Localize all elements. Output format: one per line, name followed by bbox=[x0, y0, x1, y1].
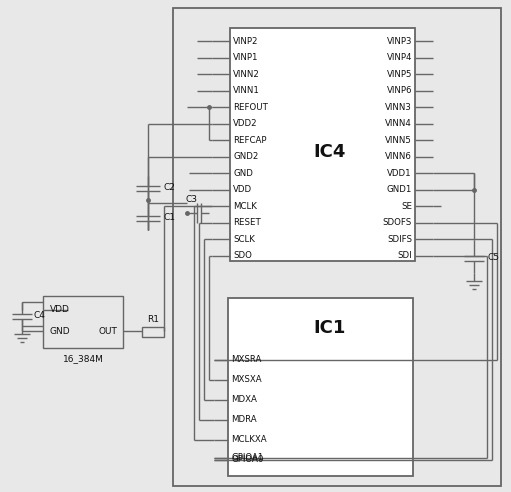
Text: MCLK: MCLK bbox=[233, 202, 257, 211]
Text: MCLKXA: MCLKXA bbox=[231, 435, 267, 444]
Text: VINN3: VINN3 bbox=[385, 103, 412, 112]
Text: MDRA: MDRA bbox=[231, 416, 257, 425]
Text: VINN6: VINN6 bbox=[385, 152, 412, 161]
Text: MXSXA: MXSXA bbox=[231, 375, 262, 385]
Bar bbox=[228, 298, 413, 476]
Text: RESET: RESET bbox=[233, 218, 261, 227]
Text: REFCAP: REFCAP bbox=[233, 136, 267, 145]
Text: VDD2: VDD2 bbox=[233, 119, 258, 128]
Text: VINN4: VINN4 bbox=[385, 119, 412, 128]
Text: IC1: IC1 bbox=[314, 319, 346, 337]
Text: OUT: OUT bbox=[98, 327, 117, 336]
Bar bbox=[173, 8, 501, 486]
Text: VINN5: VINN5 bbox=[385, 136, 412, 145]
Text: VINP4: VINP4 bbox=[386, 53, 412, 62]
Text: IC4: IC4 bbox=[314, 143, 346, 161]
Text: GND2: GND2 bbox=[233, 152, 259, 161]
Text: VINP2: VINP2 bbox=[233, 36, 259, 45]
Bar bbox=[230, 28, 415, 261]
Text: 16_384M: 16_384M bbox=[62, 355, 103, 364]
Text: GND: GND bbox=[50, 327, 71, 336]
Text: GPIOA0: GPIOA0 bbox=[231, 456, 263, 464]
Text: VINP1: VINP1 bbox=[233, 53, 259, 62]
Text: VINP6: VINP6 bbox=[386, 86, 412, 95]
Text: VDD: VDD bbox=[233, 185, 252, 194]
Text: GPIOA1: GPIOA1 bbox=[231, 454, 263, 462]
Text: GND1: GND1 bbox=[387, 185, 412, 194]
Text: VINP5: VINP5 bbox=[386, 69, 412, 79]
Text: GND: GND bbox=[233, 169, 253, 178]
Text: C2: C2 bbox=[163, 184, 175, 192]
Text: VINN1: VINN1 bbox=[233, 86, 260, 95]
Text: R1: R1 bbox=[147, 315, 159, 325]
Text: SDOFS: SDOFS bbox=[383, 218, 412, 227]
Text: MXSRA: MXSRA bbox=[231, 356, 261, 365]
Bar bbox=[142, 327, 164, 337]
Text: C3: C3 bbox=[185, 195, 197, 205]
Text: C4: C4 bbox=[34, 311, 46, 320]
Text: VINP3: VINP3 bbox=[386, 36, 412, 45]
Text: SDO: SDO bbox=[233, 251, 252, 260]
Text: SDIFS: SDIFS bbox=[387, 235, 412, 244]
Text: VDD1: VDD1 bbox=[387, 169, 412, 178]
Bar bbox=[43, 296, 123, 348]
Text: VINN2: VINN2 bbox=[233, 69, 260, 79]
Text: SE: SE bbox=[401, 202, 412, 211]
Text: MDXA: MDXA bbox=[231, 396, 257, 404]
Text: SCLK: SCLK bbox=[233, 235, 255, 244]
Text: VDD: VDD bbox=[50, 306, 70, 314]
Text: SDI: SDI bbox=[398, 251, 412, 260]
Text: C1: C1 bbox=[163, 214, 175, 222]
Text: REFOUT: REFOUT bbox=[233, 103, 268, 112]
Text: C5: C5 bbox=[487, 253, 499, 263]
